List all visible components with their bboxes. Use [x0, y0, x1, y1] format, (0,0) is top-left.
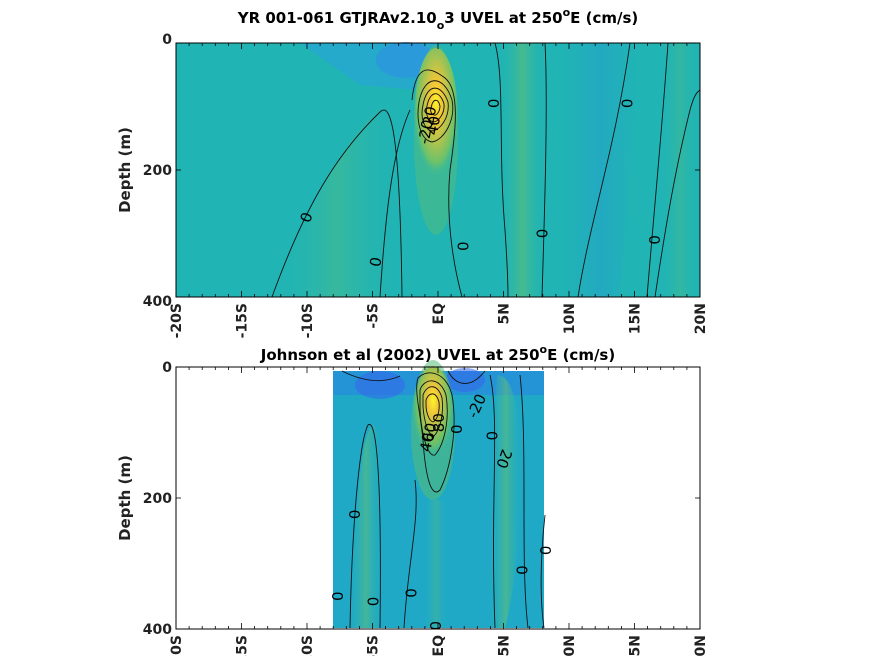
top-y-tick-label: 200	[143, 163, 172, 179]
bottom-contour-line	[419, 380, 448, 456]
bottom-x-tick-label: EQ	[431, 635, 447, 656]
top-field-far-north	[660, 43, 700, 297]
top-contour-label: 0	[533, 229, 551, 239]
top-x-axis: -20S -15S -10S -5S EQ 5N 10N 15N 20N	[169, 43, 709, 338]
top-x-tick-label: 20N	[693, 303, 709, 334]
top-contour-line	[577, 42, 631, 298]
top-contour-line	[646, 42, 669, 298]
bottom-contour-label: 0	[537, 546, 555, 556]
top-panel: YR 001-061 GTJRAv2.10o3 UVEL at 250oE (c…	[116, 6, 709, 338]
bottom-y-axis-label: Depth (m)	[116, 455, 134, 541]
bottom-x-axis: -20S -15S -10S -5S EQ 5N 10N 15N 20N	[169, 367, 709, 656]
bottom-y-tick-label: 200	[143, 491, 172, 507]
bottom-contour-label: 0	[427, 621, 445, 631]
top-contour-label: 0	[618, 99, 636, 109]
top-contour-label: -20	[415, 118, 437, 145]
bottom-field-mid-stripe	[425, 500, 447, 628]
top-x-tick-label: EQ	[431, 303, 447, 325]
bottom-contour-line	[540, 514, 546, 629]
bottom-x-tick-label: 10N	[562, 635, 578, 656]
bottom-contour-line	[422, 386, 443, 437]
bottom-x-tick-label: 15N	[628, 635, 644, 656]
top-contour-line	[411, 69, 463, 298]
bottom-contour-label: 60	[419, 421, 440, 443]
bottom-contour-label: 0	[402, 588, 420, 598]
top-contour-line	[417, 80, 454, 143]
top-contour-label: 0	[485, 99, 503, 109]
bottom-x-tick-label: -15S	[235, 635, 251, 656]
top-x-tick-label: -15S	[235, 303, 251, 338]
bottom-contour-line	[403, 479, 417, 629]
top-x-tick-label: 5N	[497, 303, 513, 324]
top-x-tick-label: 15N	[628, 303, 644, 334]
bottom-field-blue-core-left	[355, 371, 405, 399]
top-contour-label: 0	[455, 241, 473, 251]
top-x-tick-label: 10N	[562, 303, 578, 334]
top-x-tick-label: -10S	[300, 303, 316, 338]
top-y-tick-label: 400	[143, 294, 172, 310]
top-contour-label: 40	[423, 114, 444, 136]
bottom-contour-label: 0	[448, 424, 466, 434]
bottom-chart-title: Johnson et al (2002) UVEL at 250oE (cm/s…	[260, 343, 615, 364]
bottom-contour-line	[349, 423, 381, 629]
bottom-contour-label: 0	[484, 431, 502, 441]
top-x-tick-label: -5S	[366, 303, 382, 329]
top-field-north-ridge	[500, 43, 545, 297]
top-contour-line	[421, 87, 449, 132]
bottom-x-tick-label: 20N	[693, 635, 709, 656]
bottom-contour-label: 40	[417, 431, 438, 453]
bottom-contour-line	[425, 393, 440, 423]
bottom-contour-label: 0	[364, 597, 382, 607]
bottom-contour-label: 20	[492, 447, 515, 471]
top-contour-line	[541, 42, 547, 298]
bottom-contour-line	[341, 370, 401, 382]
top-heatmap	[176, 42, 700, 297]
bottom-x-tick-label: -5S	[366, 635, 382, 656]
top-contour-label: 0	[646, 235, 664, 245]
top-contours	[271, 42, 701, 298]
bottom-contours	[341, 370, 546, 629]
bottom-x-tick-label: -20S	[169, 635, 185, 656]
bottom-y-tick-label: 400	[143, 622, 172, 638]
bottom-contour-line	[489, 374, 496, 629]
bottom-contour-line	[447, 370, 486, 384]
top-y-axis-label: Depth (m)	[116, 127, 134, 213]
top-chart-title: YR 001-061 GTJRAv2.10o3 UVEL at 250oE (c…	[237, 6, 639, 32]
bottom-contour-line	[519, 374, 529, 629]
bottom-field-south-ridge	[350, 424, 382, 628]
top-contour-line	[494, 42, 509, 298]
top-jet-core	[414, 48, 458, 188]
bottom-x-tick-label: -10S	[300, 635, 316, 656]
top-x-tick-label: -20S	[169, 303, 185, 338]
bottom-panel: Johnson et al (2002) UVEL at 250oE (cm/s…	[116, 343, 709, 656]
top-contour-line	[271, 109, 403, 298]
bottom-contour-label: 0	[346, 510, 364, 520]
bottom-field-north-ridge	[490, 375, 522, 628]
top-contour-line	[430, 99, 441, 116]
top-field-south-ridge	[275, 107, 399, 297]
bottom-contour-label: 0	[329, 591, 347, 601]
top-contour-label: 0	[366, 256, 385, 269]
bottom-field-blue-core-right	[445, 368, 485, 392]
top-contour-line	[654, 89, 701, 298]
bottom-contour-label: 80	[430, 413, 448, 432]
top-contour-label: 20	[419, 105, 440, 127]
bottom-contour-label: 0	[514, 565, 532, 575]
bottom-y-tick-label: 0	[162, 360, 172, 376]
top-y-tick-label: 0	[162, 32, 172, 48]
top-contour-line	[425, 93, 445, 123]
top-field-north-blue	[560, 43, 640, 297]
bottom-x-tick-label: 5N	[497, 635, 513, 656]
top-contour-line	[379, 109, 411, 298]
